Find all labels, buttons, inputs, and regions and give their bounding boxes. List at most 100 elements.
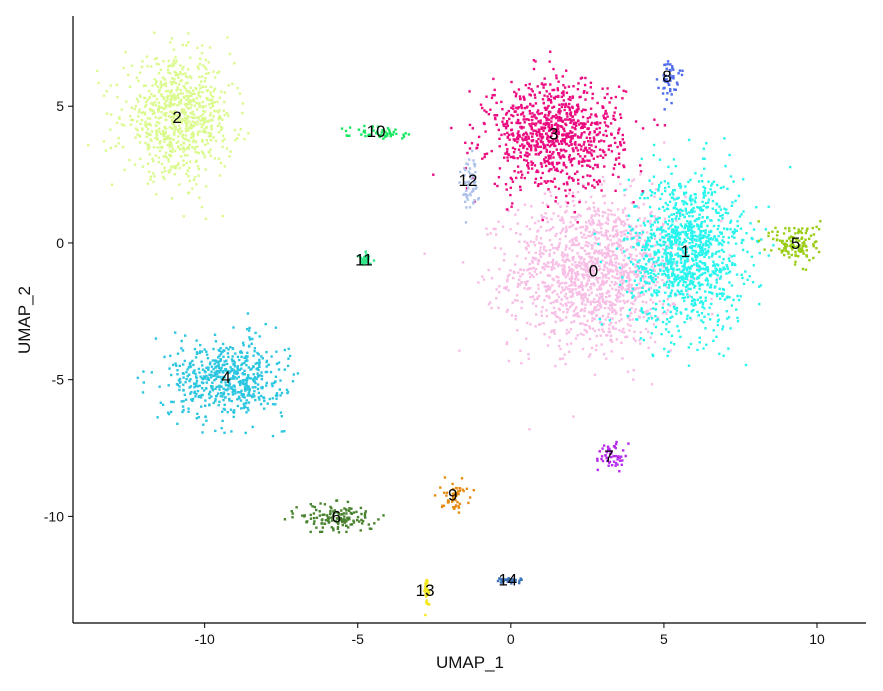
point — [609, 334, 613, 337]
point — [159, 146, 162, 149]
point — [597, 133, 600, 136]
point — [616, 270, 619, 273]
point — [714, 209, 718, 212]
point — [218, 122, 221, 125]
point — [577, 242, 581, 245]
point — [699, 250, 702, 253]
point — [567, 192, 571, 195]
point — [601, 298, 604, 301]
point — [707, 234, 710, 238]
point — [223, 360, 226, 363]
point — [271, 403, 275, 406]
point — [574, 337, 578, 340]
point — [564, 276, 568, 279]
point — [586, 266, 589, 270]
point — [633, 288, 636, 291]
point — [530, 126, 533, 129]
point — [642, 220, 646, 223]
point — [573, 134, 577, 137]
point — [597, 237, 600, 240]
point — [687, 254, 690, 257]
point — [684, 209, 688, 213]
point — [571, 294, 574, 298]
point — [597, 268, 601, 272]
point — [562, 148, 565, 152]
point — [195, 352, 199, 355]
point — [673, 277, 676, 281]
point — [194, 356, 198, 359]
point — [570, 177, 574, 180]
point — [653, 195, 656, 198]
point — [728, 296, 731, 299]
point — [673, 343, 676, 346]
point — [588, 222, 591, 225]
point — [525, 106, 528, 109]
point — [138, 71, 142, 74]
point — [167, 411, 170, 414]
point — [186, 126, 190, 130]
point — [227, 348, 230, 351]
point — [763, 248, 766, 251]
point — [592, 282, 595, 285]
point — [498, 267, 501, 271]
point — [537, 283, 540, 287]
point — [552, 166, 556, 169]
point — [642, 257, 646, 261]
point — [690, 299, 694, 303]
point — [669, 258, 673, 261]
point — [200, 205, 204, 209]
point — [530, 127, 534, 131]
point — [598, 296, 601, 299]
point — [543, 333, 546, 336]
point — [211, 381, 214, 384]
point — [169, 116, 172, 119]
point — [581, 247, 584, 250]
point — [153, 31, 156, 34]
point — [159, 140, 162, 143]
point — [579, 77, 583, 80]
point — [619, 267, 622, 271]
point — [566, 274, 569, 277]
point — [586, 265, 589, 268]
point — [635, 254, 638, 257]
point — [176, 369, 179, 372]
point — [625, 280, 628, 283]
point — [723, 137, 726, 140]
point — [580, 231, 583, 235]
point — [597, 252, 600, 255]
point — [209, 112, 213, 115]
point — [143, 96, 146, 100]
point — [167, 412, 171, 416]
point — [641, 127, 645, 130]
point — [178, 72, 182, 75]
point — [638, 270, 641, 273]
point — [699, 241, 703, 244]
point — [606, 92, 609, 96]
point — [540, 182, 543, 185]
point — [164, 114, 168, 118]
point — [683, 215, 686, 219]
point — [632, 270, 635, 273]
point — [146, 65, 149, 68]
point — [604, 318, 607, 321]
point — [553, 97, 556, 100]
point — [581, 308, 584, 311]
point — [183, 119, 186, 123]
point — [543, 145, 546, 148]
point — [247, 344, 251, 348]
point — [277, 361, 281, 364]
point — [610, 133, 613, 136]
point — [225, 346, 228, 350]
point — [767, 231, 770, 235]
point — [605, 280, 609, 283]
point — [156, 416, 159, 419]
point — [590, 259, 593, 263]
point — [666, 276, 670, 279]
point — [607, 243, 610, 247]
point — [589, 86, 592, 89]
point — [662, 262, 666, 266]
point — [212, 89, 216, 93]
point — [615, 282, 618, 285]
point — [649, 336, 652, 339]
point — [526, 171, 530, 174]
